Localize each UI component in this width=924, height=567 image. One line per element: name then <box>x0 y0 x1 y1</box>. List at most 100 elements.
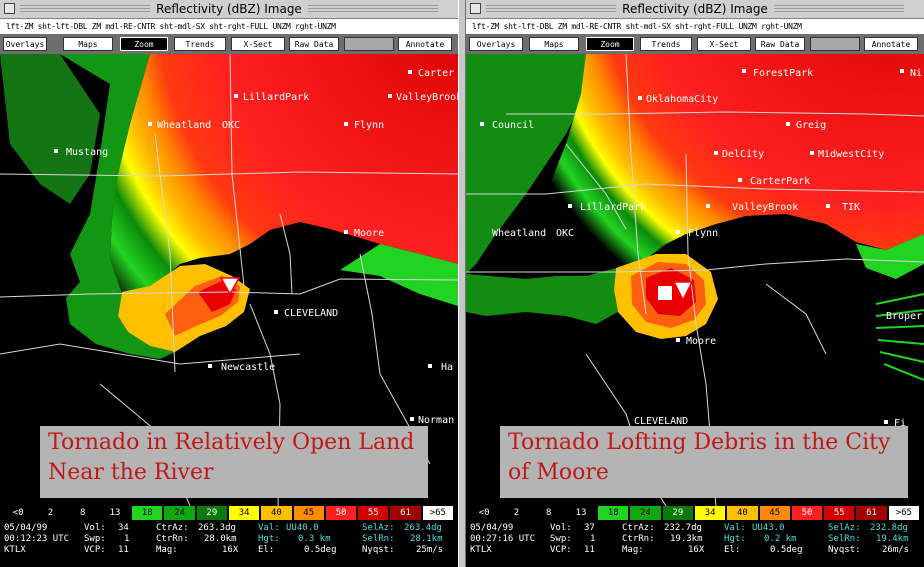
left-selaz-value: 263.4dg <box>404 523 442 533</box>
left-val-value: UU40.0 <box>286 523 319 533</box>
right-vcp-label: VCP: <box>550 545 572 555</box>
right-selrn-label: SelRn: <box>828 534 861 544</box>
right-debris-ball-icon <box>658 286 672 300</box>
left-scale-cell-3: 13 <box>99 506 131 520</box>
svg-text:MidwestCity: MidwestCity <box>818 149 884 160</box>
left-ctraz-label: CtrAz: <box>156 523 189 533</box>
left-vol-value: 34 <box>118 523 129 533</box>
right-caption-line-2: of Moore <box>508 460 609 485</box>
left-scale-cell-8: 40 <box>261 506 292 520</box>
right-scale-cell-2: 8 <box>533 506 564 520</box>
left-scale-cell-4: 18 <box>132 506 163 520</box>
right-trends-button[interactable]: Trends <box>640 37 692 51</box>
left-mag-value: 16X <box>222 545 239 555</box>
left-status-site: KTLX <box>4 545 26 555</box>
right-annotate-button[interactable]: Annotate <box>864 37 918 51</box>
svg-text:Council: Council <box>492 120 534 131</box>
left-title-bar[interactable]: Reflectivity (dBZ) Image <box>0 0 458 19</box>
left-vol-label: Vol: <box>84 523 106 533</box>
svg-text:Flynn: Flynn <box>688 228 718 239</box>
right-scale-cell-12: 61 <box>856 506 887 520</box>
left-window-title: Reflectivity (dBZ) Image <box>0 2 458 16</box>
right-ctraz-value: 232.7dg <box>664 523 702 533</box>
svg-text:Moore: Moore <box>354 228 384 239</box>
left-radar-display[interactable]: LillardPark Wheatland OKC Mustang Carter… <box>0 54 458 506</box>
right-window-menu-icon[interactable] <box>470 3 481 14</box>
right-nyqst-value: 26m/s <box>882 545 910 555</box>
right-ctraz-label: CtrAz: <box>622 523 655 533</box>
left-trends-button[interactable]: Trends <box>174 37 226 51</box>
right-rawdata-button[interactable]: Raw Data <box>755 37 805 51</box>
left-val-label: Val: <box>258 523 280 533</box>
left-overlays-button[interactable]: Overlays <box>3 37 47 51</box>
right-scale-cell-4: 18 <box>598 506 629 520</box>
right-scale-cell-10: 50 <box>791 506 823 520</box>
left-blank-button[interactable] <box>344 37 394 51</box>
left-ctraz-value: 263.3dg <box>198 523 236 533</box>
left-tornado-marker[interactable] <box>219 277 241 296</box>
left-annotate-button[interactable]: Annotate <box>398 37 452 51</box>
svg-text:OKC: OKC <box>556 228 574 239</box>
right-scale-cell-8: 40 <box>727 506 758 520</box>
svg-text:LillardPark: LillardPark <box>580 202 646 213</box>
right-scale-cell-5: 24 <box>630 506 661 520</box>
right-scale-cell-11: 55 <box>824 506 855 520</box>
right-title-bar[interactable]: Reflectivity (dBZ) Image <box>466 0 924 19</box>
svg-text:Wheatland: Wheatland <box>157 120 211 131</box>
right-caption-line-1: Tornado Lofting Debris in the City <box>508 430 891 455</box>
right-status-date: 05/04/99 <box>470 523 514 533</box>
left-maps-button[interactable]: Maps <box>63 37 113 51</box>
right-status-time: 00:27:16 UTC <box>470 534 536 544</box>
right-maps-button[interactable]: Maps <box>529 37 579 51</box>
left-toolbar: Overlays Maps Zoom Trends X-Sect Raw Dat… <box>0 34 458 54</box>
right-overlays-button[interactable]: Overlays <box>469 37 523 51</box>
right-zoom-button[interactable]: Zoom <box>586 37 634 51</box>
left-scale-cell-11: 55 <box>358 506 389 520</box>
right-scale-cell-3: 13 <box>565 506 597 520</box>
window-divider <box>458 0 466 567</box>
left-zoom-button[interactable]: Zoom <box>120 37 168 51</box>
right-xsect-button[interactable]: X-Sect <box>697 37 751 51</box>
right-mag-label: Mag: <box>622 545 644 555</box>
left-ctrrn-label: CtrRn: <box>156 534 189 544</box>
right-color-scale: <0 2 8 13 18 24 29 34 40 45 50 55 61 >65 <box>466 506 924 520</box>
left-status-panel: 05/04/99 00:12:23 UTC KTLX Vol: 34 Swp: … <box>0 520 458 567</box>
left-vcp-value: 11 <box>118 545 129 555</box>
right-blank-button[interactable] <box>810 37 860 51</box>
left-rawdata-button[interactable]: Raw Data <box>289 37 339 51</box>
right-swp-label: Swp: <box>550 534 572 544</box>
svg-text:ValleyBrook: ValleyBrook <box>396 92 458 103</box>
left-radar-window: Reflectivity (dBZ) Image lft-ZM sht-lft-… <box>0 0 458 567</box>
left-scale-cell-6: 29 <box>196 506 227 520</box>
left-window-menu-icon[interactable] <box>4 3 15 14</box>
svg-text:Newcastle: Newcastle <box>221 362 275 373</box>
right-storm-main <box>496 54 924 279</box>
right-tornado-marker[interactable] <box>672 281 694 302</box>
left-green-east <box>340 244 458 306</box>
left-hgt-label: Hgt: <box>258 534 280 544</box>
svg-text:TIK: TIK <box>842 202 860 213</box>
svg-text:Flynn: Flynn <box>354 120 384 131</box>
right-vcp-value: 11 <box>584 545 595 555</box>
left-caption-line-2: Near the River <box>48 460 214 485</box>
svg-text:OKC: OKC <box>222 120 240 131</box>
left-xsect-button[interactable]: X-Sect <box>231 37 285 51</box>
right-scale-cell-9: 45 <box>759 506 790 520</box>
left-el-value: 0.5deg <box>304 545 337 555</box>
left-scale-cell-12: 61 <box>390 506 421 520</box>
left-vcp-label: VCP: <box>84 545 106 555</box>
left-swp-label: Swp: <box>84 534 106 544</box>
right-status-site: KTLX <box>470 545 492 555</box>
right-ctrrn-label: CtrRn: <box>622 534 655 544</box>
left-nyqst-value: 25m/s <box>416 545 444 555</box>
right-selaz-value: 232.8dg <box>870 523 908 533</box>
right-scale-cell-1: 2 <box>501 506 532 520</box>
svg-text:Broper: Broper <box>886 311 922 322</box>
right-vol-value: 37 <box>584 523 595 533</box>
left-scale-cell-5: 24 <box>164 506 195 520</box>
right-val-value: UU43.0 <box>752 523 785 533</box>
svg-text:CarterPark: CarterPark <box>750 176 810 187</box>
left-storm-main <box>110 54 458 299</box>
right-vol-label: Vol: <box>550 523 572 533</box>
right-scale-cell-7: 34 <box>695 506 726 520</box>
